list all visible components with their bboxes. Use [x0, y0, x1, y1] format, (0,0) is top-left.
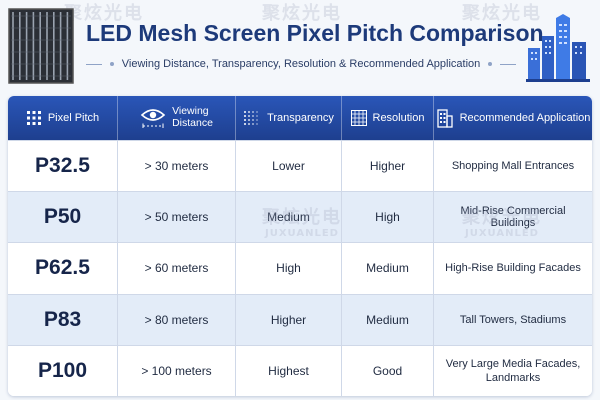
- subtitle-divider-left: [86, 63, 102, 65]
- table-header: Pixel Pitch Viewing Distance: [8, 96, 592, 140]
- transparency-cell: High: [236, 243, 342, 294]
- application-cell: Shopping Mall Entrances: [451, 160, 575, 173]
- column-label: Resolution: [372, 112, 425, 124]
- resolution-cell: Medium: [342, 294, 434, 345]
- transparency-cell: Medium: [236, 192, 342, 243]
- resolution-cell: Higher: [342, 141, 434, 192]
- column-header-recommended-application: Recommended Application: [434, 96, 592, 140]
- pixel-pitch-cell: P100: [8, 345, 118, 396]
- viewing-distance-cell: > 50 meters: [118, 192, 236, 243]
- transparency-cell: Higher: [236, 294, 342, 345]
- page-title: LED Mesh Screen Pixel Pitch Comparison: [86, 20, 544, 46]
- column-header-transparency: Transparency: [236, 96, 342, 140]
- column-label-line1: Viewing: [172, 105, 209, 118]
- application-cell: Very Large Media Facades, Landmarks: [434, 346, 592, 396]
- table-row: P50 > 50 meters Medium High Mid-Rise Com…: [8, 191, 592, 243]
- building-icon: [436, 108, 454, 128]
- city-skyline-icon: [526, 14, 590, 82]
- subtitle-divider-right: [500, 63, 517, 65]
- comparison-table: Pixel Pitch Viewing Distance: [8, 96, 592, 396]
- pixel-pitch-cell: P50: [8, 192, 118, 243]
- pixel-pitch-cell: P83: [8, 294, 118, 345]
- column-label: Transparency: [267, 112, 334, 124]
- viewing-distance-cell: > 100 meters: [118, 345, 236, 396]
- resolution-cell: High: [342, 192, 434, 243]
- column-header-pixel-pitch: Pixel Pitch: [8, 96, 118, 140]
- table-row: P100 > 100 meters Highest Good Very Larg…: [8, 344, 592, 396]
- pixel-pitch-cell: P62.5: [8, 243, 118, 294]
- application-cell: Tall Towers, Stadiums: [459, 313, 567, 326]
- header: LED Mesh Screen Pixel Pitch Comparison V…: [0, 0, 600, 92]
- subtitle-dot: [109, 62, 114, 66]
- column-label: Viewing Distance: [172, 106, 213, 129]
- table-row: P32.5 > 30 meters Lower Higher Shopping …: [8, 140, 592, 192]
- subtitle-row: Viewing Distance, Transparency, Resoluti…: [86, 58, 517, 70]
- column-label-line2: Distance: [172, 117, 213, 129]
- transparency-cell: Lower: [236, 141, 342, 192]
- column-label: Pixel Pitch: [47, 112, 100, 124]
- eye-icon: [140, 107, 166, 129]
- pixel-pitch-cell: P32.5: [8, 141, 118, 192]
- application-line1: Very Large Media Facades,: [445, 357, 581, 370]
- transparency-cell: Highest: [236, 345, 342, 396]
- viewing-distance-cell: > 30 meters: [118, 141, 236, 192]
- resolution-cell: Good: [342, 345, 434, 396]
- resolution-cell: Medium: [342, 243, 434, 294]
- transparency-dots-icon: [243, 110, 261, 126]
- led-mesh-panel-icon: [8, 8, 74, 84]
- led-grid-icon: [26, 110, 42, 126]
- column-header-resolution: Resolution: [342, 96, 434, 140]
- table-row: P83 > 80 meters Higher Medium Tall Tower…: [8, 293, 592, 345]
- viewing-distance-cell: > 80 meters: [118, 294, 236, 345]
- column-header-viewing-distance: Viewing Distance: [118, 96, 236, 140]
- application-cell: Mid-Rise Commercial Buildings: [460, 205, 566, 230]
- column-label: Recommended Application: [459, 112, 591, 124]
- table-row: P62.5 > 60 meters High Medium High-Rise …: [8, 242, 592, 294]
- page-subtitle: Viewing Distance, Transparency, Resoluti…: [121, 58, 481, 70]
- resolution-grid-icon: [350, 110, 367, 126]
- subtitle-dot: [488, 62, 493, 66]
- application-cell: High-Rise Building Facades: [445, 262, 581, 275]
- application-line2: Landmarks: [485, 371, 541, 384]
- viewing-distance-cell: > 60 meters: [118, 243, 236, 294]
